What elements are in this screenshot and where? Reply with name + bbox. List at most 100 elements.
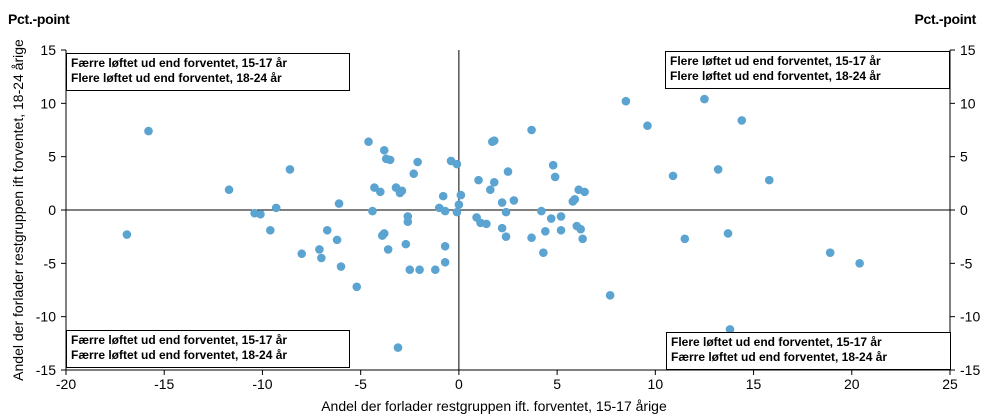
quadrant-label-top-right: Flere løftet ud end forventet, 15-17 år …	[665, 51, 950, 89]
data-point	[256, 209, 265, 219]
data-point	[440, 257, 450, 267]
x-tick-label: -10	[252, 376, 272, 392]
y-tick-label: -15	[36, 362, 56, 378]
data-point	[497, 223, 507, 233]
data-point	[266, 225, 275, 235]
y-tick-label: 10	[960, 95, 976, 111]
y-tick-label: 5	[48, 149, 56, 165]
data-point	[332, 235, 342, 245]
data-point	[413, 157, 422, 167]
data-point	[456, 190, 466, 200]
x-tick-label: 0	[455, 376, 463, 392]
data-point	[764, 175, 774, 185]
data-point	[486, 185, 495, 195]
data-point	[548, 160, 558, 170]
data-point	[503, 167, 513, 176]
data-point	[556, 212, 566, 221]
quadrant-line: Flere løftet ud end forventet, 15-17 år	[671, 335, 882, 349]
data-point	[403, 217, 413, 227]
data-point	[431, 265, 440, 275]
quadrant-label-top-left: Færre løftet ud end forventet, 15-17 år …	[66, 53, 350, 91]
data-point	[352, 282, 362, 292]
data-point	[336, 262, 346, 271]
data-point	[315, 245, 324, 254]
data-point	[501, 207, 511, 217]
data-point	[537, 206, 546, 216]
data-point	[482, 219, 491, 229]
data-point	[489, 177, 499, 187]
y-tick-label: 15	[40, 42, 56, 58]
x-axis-title: Andel der forlader restgruppen ift. forv…	[321, 398, 667, 414]
quadrant-label-bottom-left: Færre løftet ud end forventet, 15-17 år …	[66, 330, 350, 368]
data-point	[713, 165, 723, 174]
data-point	[285, 165, 295, 174]
data-point	[383, 245, 393, 254]
x-tick-label: -20	[56, 376, 76, 392]
data-point	[546, 214, 556, 223]
quadrant-line: Færre løftet ud end forventet, 18-24 år	[671, 350, 888, 364]
data-point	[501, 232, 511, 241]
quadrant-label-bottom-right: Flere løftet ud end forventet, 15-17 år …	[666, 332, 951, 370]
data-point	[580, 187, 589, 197]
y-tick-label: -10	[36, 309, 56, 325]
data-point	[725, 325, 735, 334]
y-tick-label: -15	[960, 362, 980, 378]
data-point	[405, 265, 415, 275]
data-point	[224, 185, 234, 195]
x-tick-label: -5	[354, 376, 367, 392]
x-tick-label: 25	[942, 376, 958, 392]
data-point	[397, 186, 407, 196]
y-tick-label: -5	[960, 255, 973, 271]
data-point	[440, 241, 450, 251]
y-tick-label: -10	[960, 309, 980, 325]
y-axis-left: -15 -10 -5 0 5 10 15	[36, 42, 66, 378]
data-point	[527, 233, 536, 243]
y-tick-label: 0	[960, 202, 968, 218]
data-point	[379, 229, 389, 238]
data-point	[825, 248, 835, 257]
quadrant-line: Færre løftet ud end forventet, 18-24 år	[71, 348, 288, 362]
data-point	[550, 172, 560, 182]
y-tick-label: -5	[44, 255, 57, 271]
data-point	[556, 225, 566, 235]
x-tick-label: 15	[746, 376, 762, 392]
x-axis: -20 -15 -10 -5 0 5 10 15 20 25	[56, 370, 958, 392]
data-point	[271, 203, 281, 213]
data-point	[379, 145, 389, 155]
data-point	[539, 248, 548, 257]
data-point	[723, 229, 733, 238]
quadrant-line: Flere løftet ud end forventet, 18-24 år	[71, 71, 282, 85]
data-point	[452, 159, 462, 169]
data-point	[297, 249, 307, 259]
y-tick-label: 15	[960, 42, 976, 58]
data-point	[605, 291, 615, 300]
x-tick-label: 20	[844, 376, 860, 392]
x-tick-label: 10	[648, 376, 664, 392]
data-point	[576, 224, 585, 234]
data-point	[668, 171, 678, 181]
data-point	[452, 207, 462, 217]
data-point	[509, 196, 519, 205]
data-point	[122, 230, 132, 239]
data-point	[385, 155, 395, 165]
data-point	[144, 126, 153, 136]
y-tick-label: 0	[48, 202, 56, 218]
quadrant-line: Flere løftet ud end forventet, 18-24 år	[670, 69, 881, 83]
data-point	[737, 116, 747, 125]
data-point	[409, 169, 419, 179]
data-point	[497, 198, 507, 207]
quadrant-line: Flere løftet ud end forventet, 15-17 år	[670, 54, 881, 68]
data-point	[489, 136, 499, 145]
data-point	[370, 183, 379, 192]
data-point	[415, 265, 424, 275]
data-point	[643, 121, 652, 131]
data-point	[317, 253, 326, 263]
data-point	[364, 137, 373, 147]
data-point	[454, 200, 464, 209]
data-point	[368, 206, 377, 216]
data-point	[438, 191, 448, 201]
data-point	[440, 206, 450, 216]
y-axis-right: -15 -10 -5 0 5 10 15	[950, 42, 980, 378]
x-tick-label: -15	[154, 376, 174, 392]
